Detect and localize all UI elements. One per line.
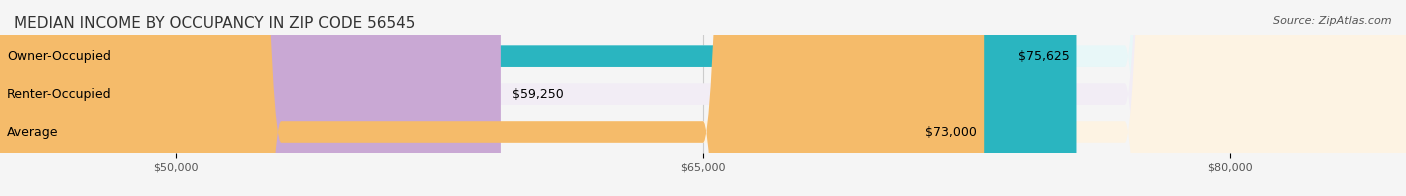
Text: Owner-Occupied: Owner-Occupied: [7, 50, 111, 63]
Text: Source: ZipAtlas.com: Source: ZipAtlas.com: [1274, 16, 1392, 26]
FancyBboxPatch shape: [0, 0, 984, 196]
FancyBboxPatch shape: [0, 0, 1077, 196]
Text: $73,000: $73,000: [925, 125, 977, 139]
Text: MEDIAN INCOME BY OCCUPANCY IN ZIP CODE 56545: MEDIAN INCOME BY OCCUPANCY IN ZIP CODE 5…: [14, 16, 415, 31]
Text: $59,250: $59,250: [512, 88, 564, 101]
Text: $75,625: $75,625: [1018, 50, 1070, 63]
Text: Renter-Occupied: Renter-Occupied: [7, 88, 111, 101]
Text: Average: Average: [7, 125, 59, 139]
FancyBboxPatch shape: [0, 0, 501, 196]
